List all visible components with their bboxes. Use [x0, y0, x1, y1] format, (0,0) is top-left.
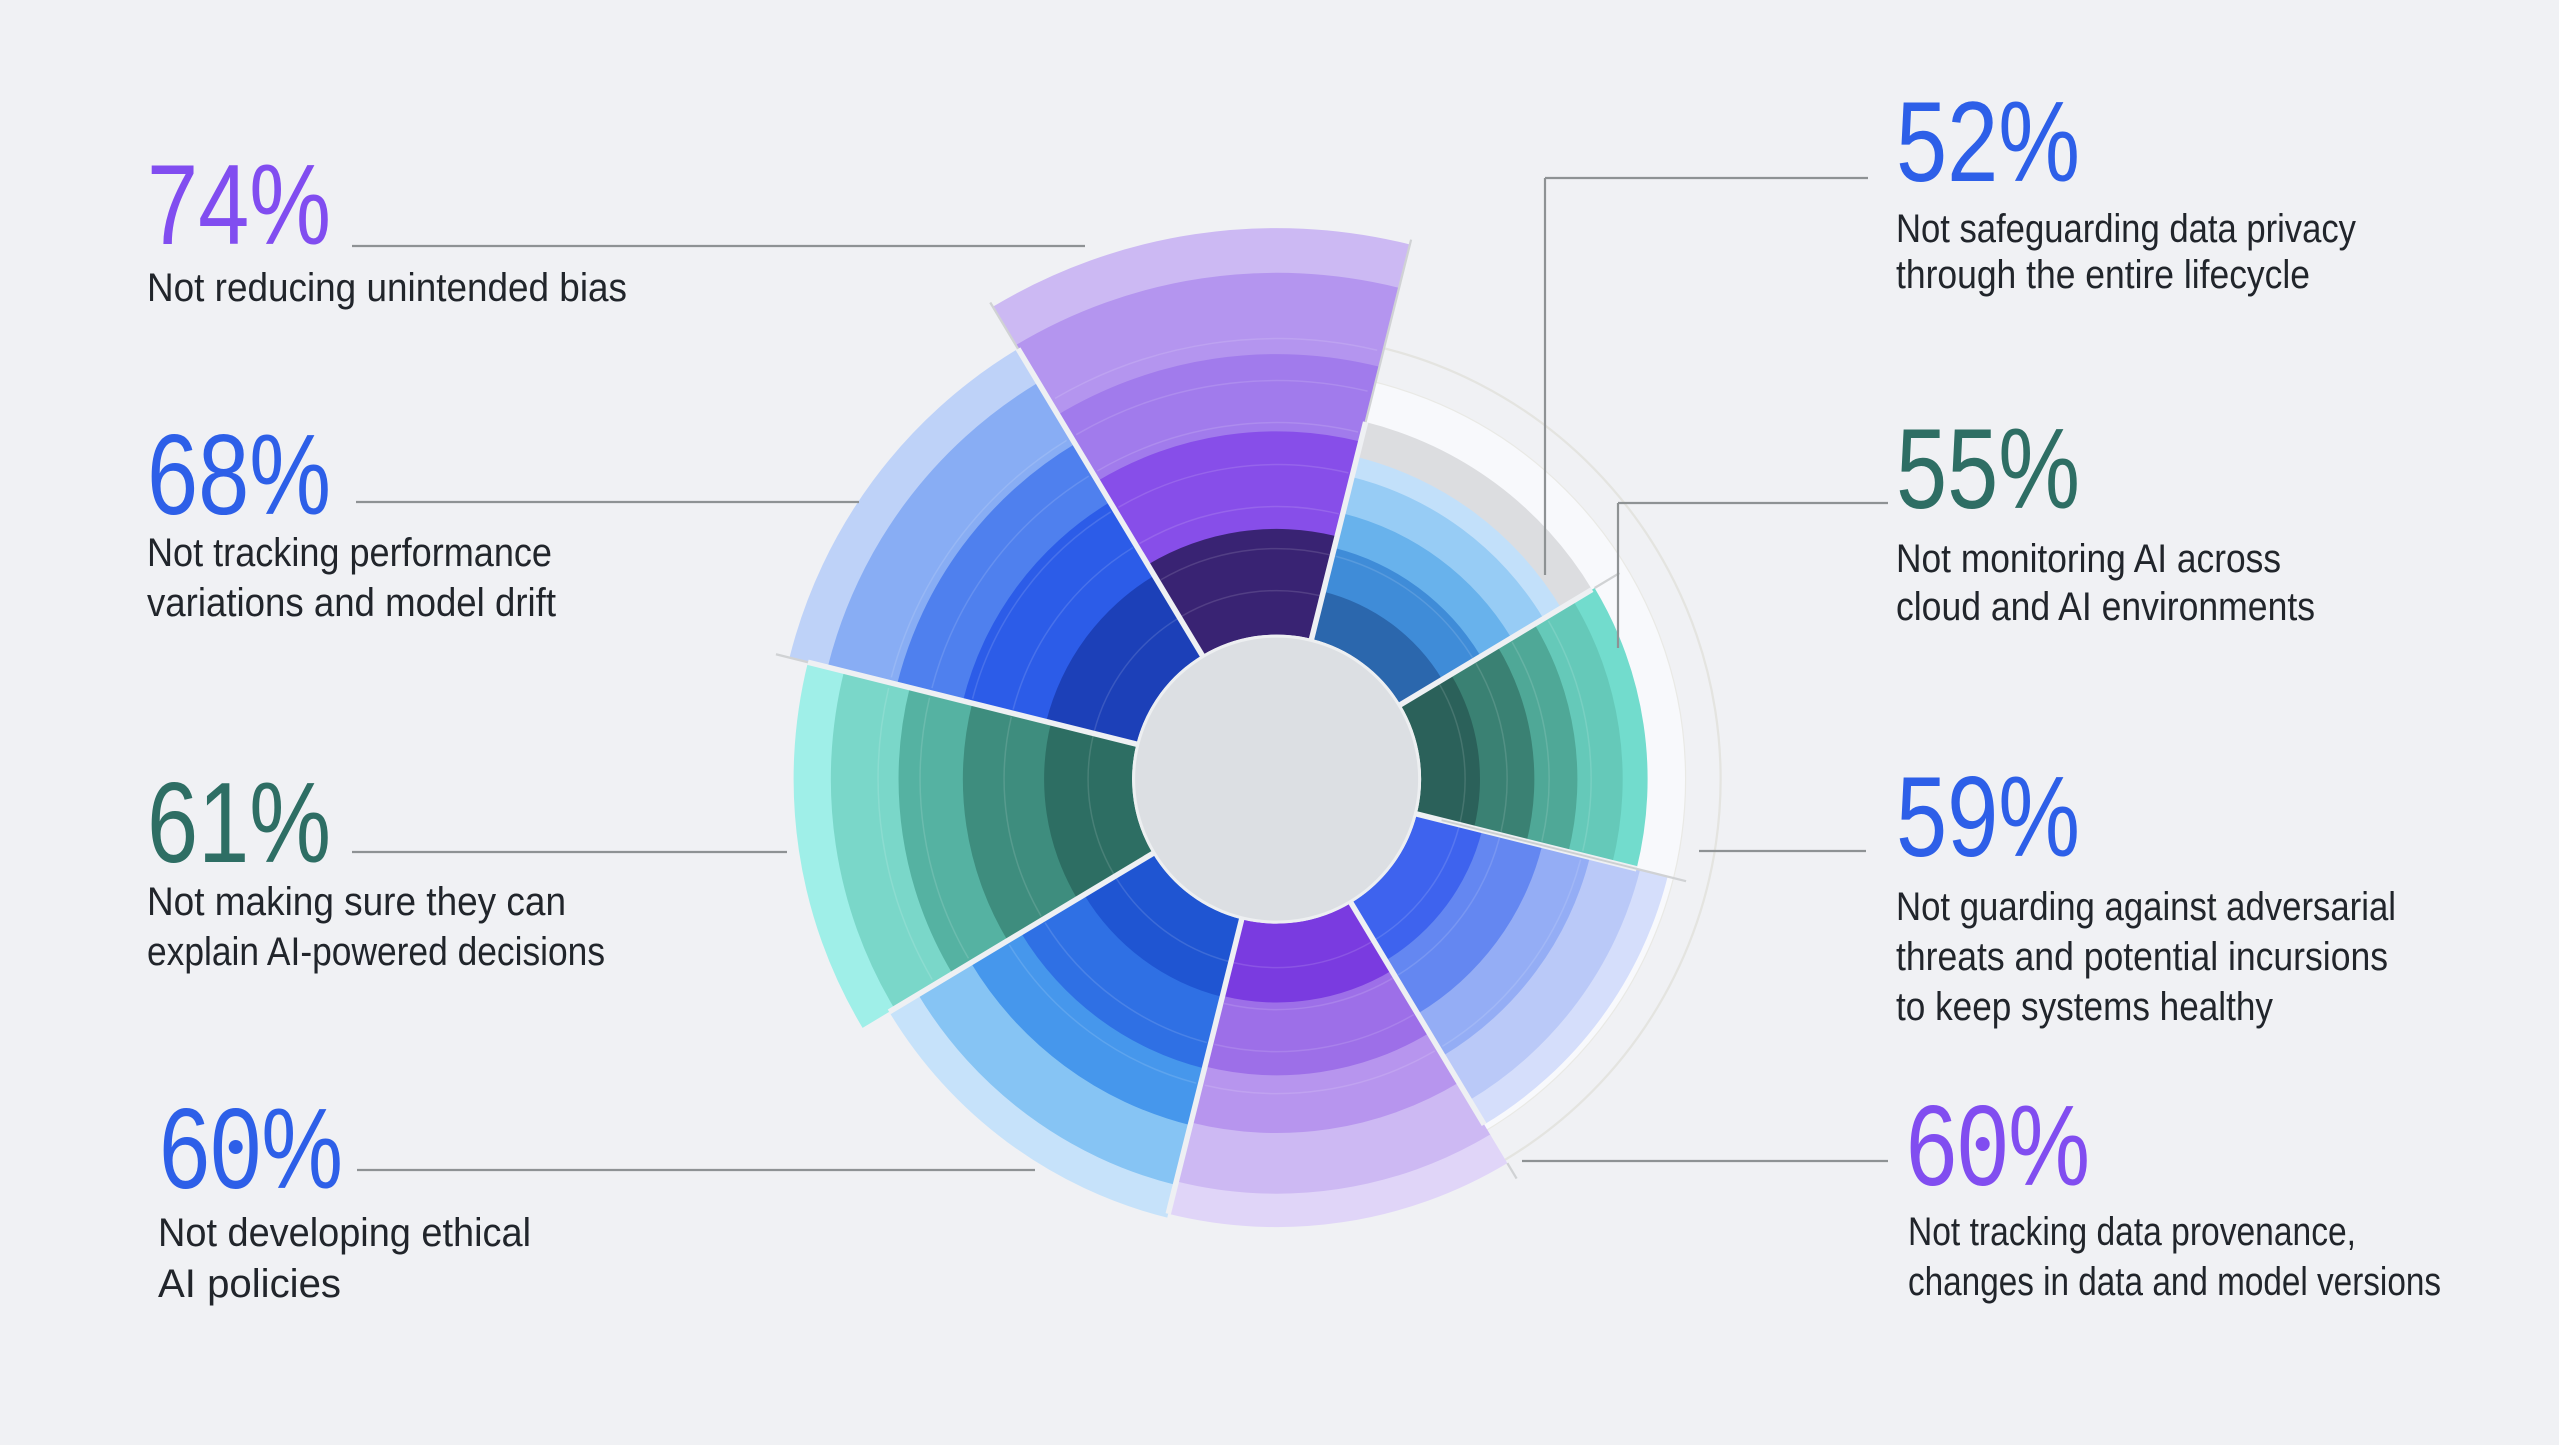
svg-text:explain AI-powered decisions: explain AI-powered decisions — [147, 930, 605, 974]
svg-text:55%: 55% — [1896, 406, 2080, 533]
svg-text:through the entire lifecycle: through the entire lifecycle — [1896, 253, 2310, 297]
svg-text:to keep systems healthy: to keep systems healthy — [1896, 985, 2273, 1029]
svg-text:variations and model drift: variations and model drift — [147, 581, 556, 625]
svg-text:Not tracking performance: Not tracking performance — [147, 531, 552, 575]
svg-text:60%: 60% — [1906, 1083, 2090, 1210]
svg-text:Not making sure they can: Not making sure they can — [147, 880, 566, 924]
svg-text:AI policies: AI policies — [158, 1262, 341, 1306]
svg-text:threats and potential incursio: threats and potential incursions — [1896, 935, 2388, 979]
svg-text:74%: 74% — [147, 142, 331, 269]
svg-text:Not monitoring AI across: Not monitoring AI across — [1896, 537, 2281, 581]
svg-text:cloud and AI environments: cloud and AI environments — [1896, 585, 2315, 629]
svg-text:Not reducing unintended bias: Not reducing unintended bias — [147, 266, 627, 310]
svg-text:68%: 68% — [147, 412, 331, 539]
svg-text:Not tracking data provenance,: Not tracking data provenance, — [1908, 1210, 2356, 1254]
svg-text:Not developing ethical: Not developing ethical — [158, 1211, 531, 1255]
svg-text:Not guarding against adversari: Not guarding against adversarial — [1896, 885, 2396, 929]
svg-text:52%: 52% — [1896, 79, 2080, 206]
svg-text:Not safeguarding data privacy: Not safeguarding data privacy — [1896, 207, 2356, 251]
svg-text:61%: 61% — [147, 760, 331, 887]
svg-text:changes in data and model vers: changes in data and model versions — [1908, 1260, 2441, 1304]
svg-text:60%: 60% — [159, 1086, 343, 1213]
svg-text:59%: 59% — [1896, 754, 2080, 881]
